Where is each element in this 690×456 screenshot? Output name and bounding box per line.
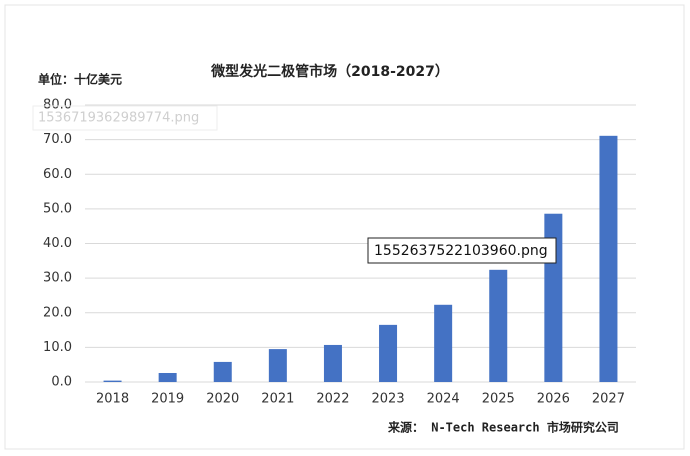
x-tick-label: 2019 bbox=[151, 392, 184, 407]
y-tick-label: 50.0 bbox=[43, 201, 72, 216]
x-tick-label: 2021 bbox=[261, 392, 294, 407]
source-note: 来源： N-Tech Research 市场研究公司 bbox=[387, 420, 619, 435]
overlay-label: 1536719362989774.png bbox=[38, 111, 199, 126]
x-tick-label: 2023 bbox=[372, 392, 405, 407]
bar bbox=[379, 324, 398, 382]
bar bbox=[434, 304, 453, 382]
y-tick-label: 70.0 bbox=[43, 132, 72, 147]
x-tick-label: 2018 bbox=[96, 392, 129, 407]
y-tick-label: 30.0 bbox=[43, 271, 72, 286]
chart-frame bbox=[4, 4, 685, 450]
bar bbox=[158, 372, 177, 382]
bar bbox=[213, 361, 232, 382]
x-tick-label: 2025 bbox=[482, 392, 515, 407]
overlay-box bbox=[32, 105, 218, 131]
y-tick-label: 0.0 bbox=[51, 375, 72, 390]
y-tick-label: 80.0 bbox=[43, 98, 72, 113]
x-tick-label: 2022 bbox=[316, 392, 349, 407]
unit-label: 单位：十亿美元 bbox=[38, 72, 122, 87]
x-tick-label: 2027 bbox=[592, 392, 625, 407]
x-tick-label: 2026 bbox=[537, 392, 570, 407]
chart-title: 微型发光二极管市场（2018-2027） bbox=[210, 63, 449, 80]
x-tick-label: 2020 bbox=[206, 392, 239, 407]
tooltip-label: 1552637522103960.png bbox=[374, 243, 548, 259]
y-tick-label: 40.0 bbox=[43, 236, 72, 251]
y-tick-label: 10.0 bbox=[43, 340, 72, 355]
x-tick-label: 2024 bbox=[427, 392, 460, 407]
y-tick-label: 60.0 bbox=[43, 167, 72, 182]
bar bbox=[489, 269, 508, 382]
tooltip-box bbox=[367, 237, 557, 264]
bar bbox=[599, 135, 618, 382]
y-tick-label: 20.0 bbox=[43, 305, 72, 320]
bar bbox=[323, 344, 342, 382]
bar bbox=[103, 380, 122, 382]
bar bbox=[268, 349, 287, 382]
